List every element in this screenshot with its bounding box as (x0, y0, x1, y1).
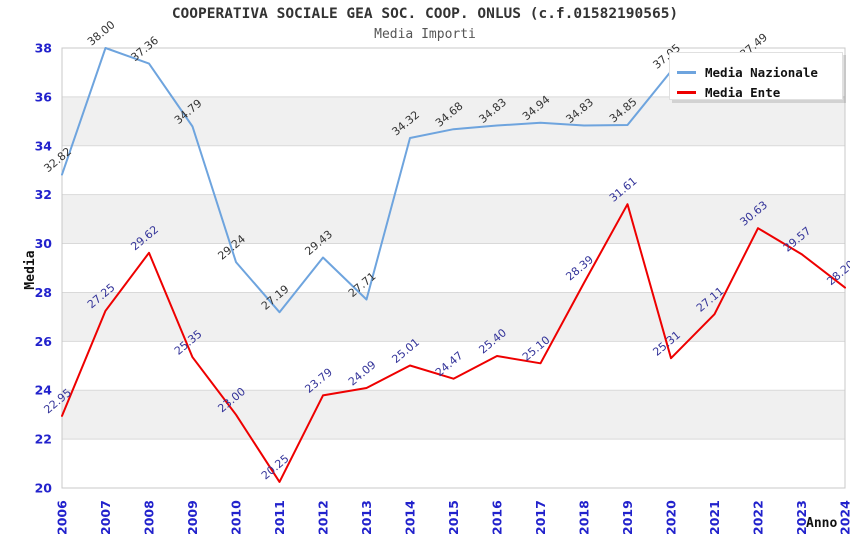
x-tick-label: 2010 (229, 500, 244, 535)
grid-band (62, 194, 845, 244)
x-tick-label: 2006 (55, 500, 70, 535)
grid-band (62, 439, 845, 488)
x-tick-label: 2021 (707, 500, 722, 535)
y-tick-label: 36 (35, 89, 53, 104)
y-tick-label: 34 (35, 138, 53, 153)
x-tick-label: 2012 (316, 500, 331, 535)
y-tick-label: 26 (35, 334, 53, 349)
x-tick-label: 2018 (577, 500, 592, 535)
legend-label: Media Nazionale (705, 64, 818, 80)
x-tick-label: 2023 (794, 500, 809, 535)
x-tick-label: 2016 (490, 500, 505, 535)
x-tick-label: 2024 (838, 500, 850, 535)
grid-band (62, 145, 845, 195)
y-axis-title: Media (23, 250, 38, 290)
x-axis-title: Anno (806, 516, 838, 531)
x-tick-label: 2022 (751, 500, 766, 535)
grid-band (62, 292, 845, 342)
x-tick-label: 2009 (185, 500, 200, 535)
x-tick-label: 2020 (664, 500, 679, 535)
x-tick-label: 2007 (98, 500, 113, 535)
chart-subtitle: Media Importi (374, 27, 476, 42)
legend-line-swatch-blue (677, 70, 696, 74)
x-tick-label: 2011 (272, 500, 287, 535)
x-tick-label: 2019 (620, 500, 635, 535)
y-tick-label: 22 (35, 432, 52, 447)
x-tick-label: 2014 (403, 500, 418, 535)
chart-line-nazionale (61, 47, 759, 314)
y-tick-label: 38 (35, 41, 52, 56)
legend: Media Nazionale Media Ente (669, 52, 843, 100)
chart-line-ente (61, 203, 846, 483)
plot-border (61, 47, 846, 489)
x-tick-label: 2008 (142, 500, 157, 535)
grid-band (62, 390, 845, 440)
grid-band (62, 243, 845, 293)
x-tick-label: 2015 (446, 500, 461, 535)
legend-label: Media Ente (705, 84, 781, 100)
chart-title: COOPERATIVA SOCIALE GEA SOC. COOP. ONLUS… (171, 6, 679, 22)
y-tick-label: 20 (35, 481, 53, 496)
x-tick-label: 2013 (359, 500, 374, 535)
grid-band (62, 96, 845, 146)
x-tick-label: 2017 (533, 500, 548, 535)
y-tick-label: 24 (35, 383, 53, 398)
legend-line-swatch-red (677, 90, 696, 94)
grid-band (62, 341, 845, 391)
y-tick-label: 32 (35, 187, 52, 202)
legend-item-ente: Media Ente (670, 82, 842, 102)
y-tick-label: 28 (35, 285, 52, 300)
y-tick-label: 30 (35, 236, 53, 251)
legend-item-nazionale: Media Nazionale (670, 62, 842, 82)
